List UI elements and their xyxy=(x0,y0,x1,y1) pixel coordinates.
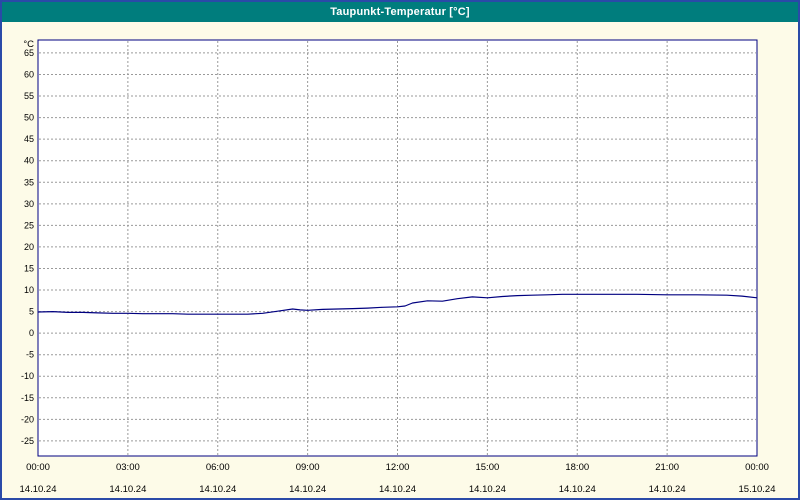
y-tick-label: -25 xyxy=(21,436,34,446)
y-axis-unit-label: °C xyxy=(23,39,34,50)
x-tick-date-label: 14.10.24 xyxy=(199,484,236,495)
x-tick-date-label: 14.10.24 xyxy=(469,484,506,495)
x-tick-time-label: 00:00 xyxy=(745,462,769,473)
x-tick-date-label: 14.10.24 xyxy=(559,484,596,495)
x-tick-date-label: 14.10.24 xyxy=(109,484,146,495)
y-tick-label: 55 xyxy=(24,91,34,101)
y-tick-label: -20 xyxy=(21,414,34,424)
y-tick-label: 30 xyxy=(24,199,34,209)
y-tick-label: 20 xyxy=(24,242,34,252)
y-tick-label: -15 xyxy=(21,393,34,403)
y-tick-label: 50 xyxy=(24,113,34,123)
x-tick-time-label: 21:00 xyxy=(655,462,679,473)
x-tick-time-label: 09:00 xyxy=(296,462,320,473)
x-tick-date-label: 15.10.24 xyxy=(739,484,776,495)
y-tick-label: 5 xyxy=(29,307,34,317)
y-tick-label: 40 xyxy=(24,156,34,166)
x-tick-date-label: 14.10.24 xyxy=(379,484,416,495)
y-tick-label: 35 xyxy=(24,177,34,187)
dewpoint-chart-svg: 65605550454035302520151050-5-10-15-20-25… xyxy=(20,39,776,495)
x-tick-time-label: 00:00 xyxy=(26,462,50,473)
title-bar: Taupunkt-Temperatur [°C] xyxy=(2,2,798,22)
y-tick-label: -10 xyxy=(21,371,34,381)
y-tick-label: 15 xyxy=(24,263,34,273)
y-tick-label: 25 xyxy=(24,220,34,230)
x-tick-date-label: 14.10.24 xyxy=(289,484,326,495)
x-tick-time-label: 15:00 xyxy=(475,462,499,473)
y-tick-label: 10 xyxy=(24,285,34,295)
x-tick-time-label: 12:00 xyxy=(386,462,410,473)
x-tick-date-label: 14.10.24 xyxy=(20,484,57,495)
y-tick-label: 45 xyxy=(24,134,34,144)
chart-title: Taupunkt-Temperatur [°C] xyxy=(330,6,470,18)
y-tick-label: 0 xyxy=(29,328,34,338)
y-tick-label: 65 xyxy=(24,48,34,58)
x-tick-date-label: 14.10.24 xyxy=(649,484,686,495)
x-tick-time-label: 18:00 xyxy=(565,462,589,473)
x-tick-time-label: 03:00 xyxy=(116,462,140,473)
y-tick-label: -5 xyxy=(26,350,34,360)
y-tick-label: 60 xyxy=(24,69,34,79)
series-line xyxy=(37,293,758,315)
x-tick-time-label: 06:00 xyxy=(206,462,230,473)
